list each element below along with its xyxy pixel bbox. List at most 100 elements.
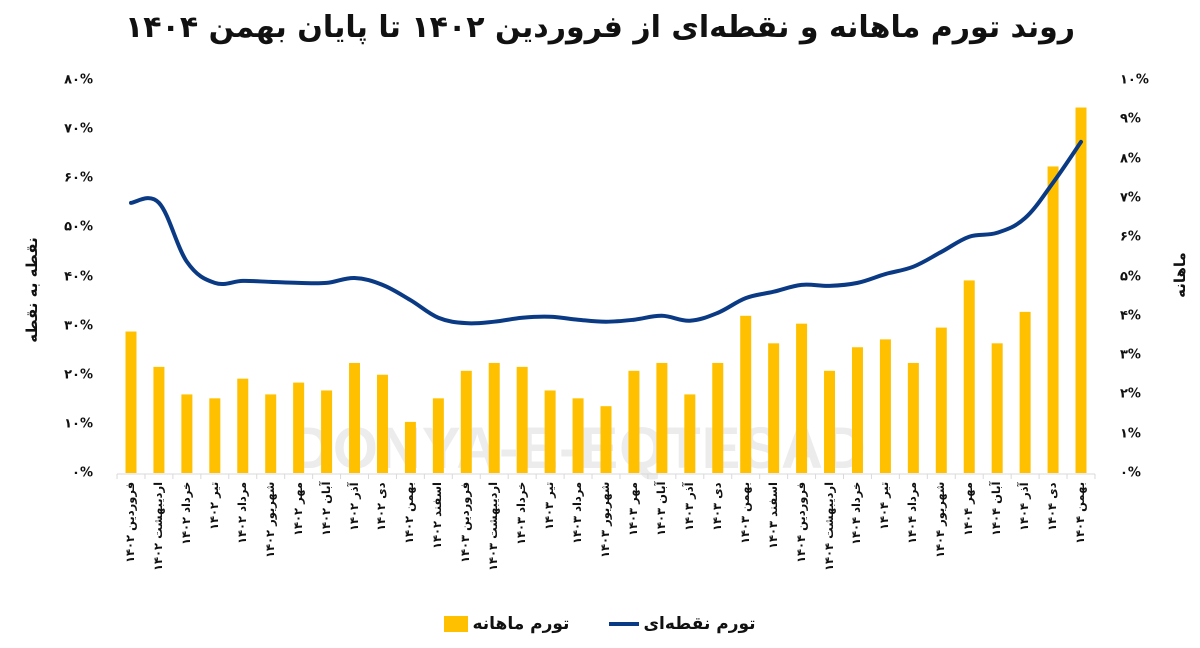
legend-bar-label: تورم ماهانه — [472, 614, 570, 634]
x-axis-label: شهریور ۱۴۰۳ — [598, 481, 612, 558]
x-axis-label: فروردین ۱۴۰۲ — [123, 481, 137, 563]
x-axis-label: اردیبهشت ۱۴۰۲ — [150, 481, 165, 571]
x-axis-label: آذر ۱۴۰۲ — [346, 482, 361, 531]
x-axis-label: آبان ۱۴۰۳ — [653, 481, 668, 536]
x-axis-label: فروردین ۱۴۰۳ — [458, 481, 473, 563]
monthly-bar — [824, 370, 836, 473]
monthly-bar — [460, 370, 472, 473]
right-axis-tick: ۸% — [1120, 151, 1141, 167]
x-axis-label: خرداد ۱۴۰۳ — [514, 481, 529, 545]
right-axis-tick: ۱% — [1120, 426, 1141, 442]
monthly-bar — [628, 370, 640, 473]
monthly-bars — [125, 107, 1087, 473]
x-axis-label: مهر ۱۴۰۲ — [290, 482, 305, 536]
x-axis-label: آبان ۱۴۰۴ — [989, 481, 1004, 536]
x-axis-label: مرداد ۱۴۰۴ — [905, 481, 920, 544]
right-axis-tick: ۰% — [1120, 465, 1141, 481]
x-axis-label: تیر ۱۴۰۳ — [542, 481, 557, 530]
x-axis-label: مهر ۱۴۰۴ — [961, 482, 976, 536]
legend-item-bar: تورم ماهانه — [444, 614, 569, 634]
monthly-bar — [684, 394, 696, 473]
legend: تورم نقطه‌ای تورم ماهانه — [0, 614, 1200, 634]
x-axis-label: مهر ۱۴۰۳ — [625, 482, 640, 536]
x-axis-label: دی ۱۴۰۴ — [1045, 482, 1060, 531]
chart-title: روند تورم ماهانه و نقطه‌ای از فروردین ۱۴… — [124, 10, 1076, 45]
x-axis-label: شهریور ۱۴۰۴ — [933, 481, 948, 558]
monthly-bar — [1047, 166, 1059, 473]
x-axis-label: بهمن ۱۴۰۴ — [1073, 481, 1087, 544]
left-axis-tick: ۰% — [72, 465, 93, 481]
monthly-bar — [153, 366, 165, 473]
right-axis-tick: ۷% — [1120, 190, 1141, 206]
x-axis-label: خرداد ۱۴۰۲ — [178, 481, 193, 545]
monthly-bar — [572, 398, 584, 473]
x-axis-label: آذر ۱۴۰۳ — [681, 482, 696, 531]
right-axis-tick: ۹% — [1120, 111, 1141, 127]
monthly-bar — [349, 362, 361, 473]
monthly-bar — [796, 323, 808, 473]
right-axis-tick: ۳% — [1120, 347, 1141, 363]
right-axis-tick: ۴% — [1120, 308, 1141, 324]
x-axis-label: دی ۱۴۰۲ — [374, 482, 389, 531]
legend-line-label: تورم نقطه‌ای — [643, 614, 756, 634]
x-axis-label: بهمن ۱۴۰۲ — [402, 481, 417, 544]
left-axis-tick: ۱۰% — [64, 416, 93, 432]
monthly-bar — [1075, 107, 1087, 473]
monthly-bar — [991, 343, 1003, 473]
monthly-bar — [181, 394, 193, 473]
left-axis-tick: ۳۰% — [64, 318, 93, 334]
left-axis-tick: ۴۰% — [64, 269, 93, 284]
legend-item-line: تورم نقطه‌ای — [609, 614, 756, 634]
monthly-bar — [963, 280, 975, 473]
right-axis-tick: ۶% — [1120, 229, 1141, 245]
x-axis-label: شهریور ۱۴۰۲ — [262, 481, 277, 558]
x-axis-label: تیر ۱۴۰۴ — [877, 481, 892, 530]
monthly-bar — [1019, 311, 1031, 473]
monthly-bar — [768, 343, 780, 473]
monthly-bar — [516, 366, 528, 473]
x-axis-label: اردیبهشت ۱۴۰۴ — [821, 481, 836, 571]
monthly-bar — [656, 362, 668, 473]
right-axis-tick: ۱۰% — [1120, 72, 1149, 88]
x-axis-label: تیر ۱۴۰۲ — [206, 481, 221, 530]
monthly-bar — [740, 315, 752, 473]
x-axis-label: اسفند ۱۴۰۳ — [765, 482, 780, 549]
monthly-bar — [125, 331, 137, 473]
x-axis-label: دی ۱۴۰۳ — [709, 482, 724, 531]
point-to-point-line — [129, 139, 1083, 326]
monthly-bar — [321, 390, 333, 473]
line-swatch-icon — [609, 622, 640, 626]
monthly-bar — [879, 339, 891, 473]
x-axis-label: مرداد ۱۴۰۳ — [570, 481, 585, 544]
bar-swatch-icon — [444, 616, 469, 632]
x-axis — [116, 473, 1096, 479]
monthly-bar — [209, 398, 221, 473]
monthly-bar — [851, 347, 863, 473]
left-axis-tick: ۲۰% — [64, 367, 93, 383]
x-axis-label: فروردین ۱۴۰۴ — [793, 481, 808, 563]
right-axis-tick: ۲% — [1120, 386, 1141, 402]
monthly-bar — [712, 362, 724, 473]
left-axis-tick: ۵۰% — [64, 219, 93, 235]
right-axis-tick: ۵% — [1120, 269, 1141, 284]
monthly-bar — [600, 406, 612, 473]
left-axis-tick: ۸۰% — [64, 72, 93, 88]
monthly-bar — [265, 394, 277, 473]
monthly-bar — [404, 421, 416, 473]
x-axis-label: اسفند ۱۴۰۲ — [430, 482, 445, 549]
monthly-bar — [935, 327, 947, 473]
left-axis-tick: ۷۰% — [64, 121, 93, 137]
monthly-bar — [907, 362, 919, 473]
x-axis-label: آبان ۱۴۰۲ — [318, 481, 333, 536]
monthly-bar — [376, 374, 388, 473]
x-axis-label: اردیبهشت ۱۴۰۳ — [486, 481, 501, 571]
monthly-bar — [432, 398, 444, 473]
x-axis-label: خرداد ۱۴۰۴ — [849, 481, 864, 545]
monthly-bar — [544, 390, 556, 473]
x-axis-label: مرداد ۱۴۰۲ — [234, 481, 249, 544]
x-axis-label: بهمن ۱۴۰۳ — [737, 481, 752, 544]
x-axis-label: آذر ۱۴۰۴ — [1017, 482, 1032, 531]
monthly-bar — [488, 362, 500, 473]
left-axis-tick: ۶۰% — [64, 170, 93, 186]
